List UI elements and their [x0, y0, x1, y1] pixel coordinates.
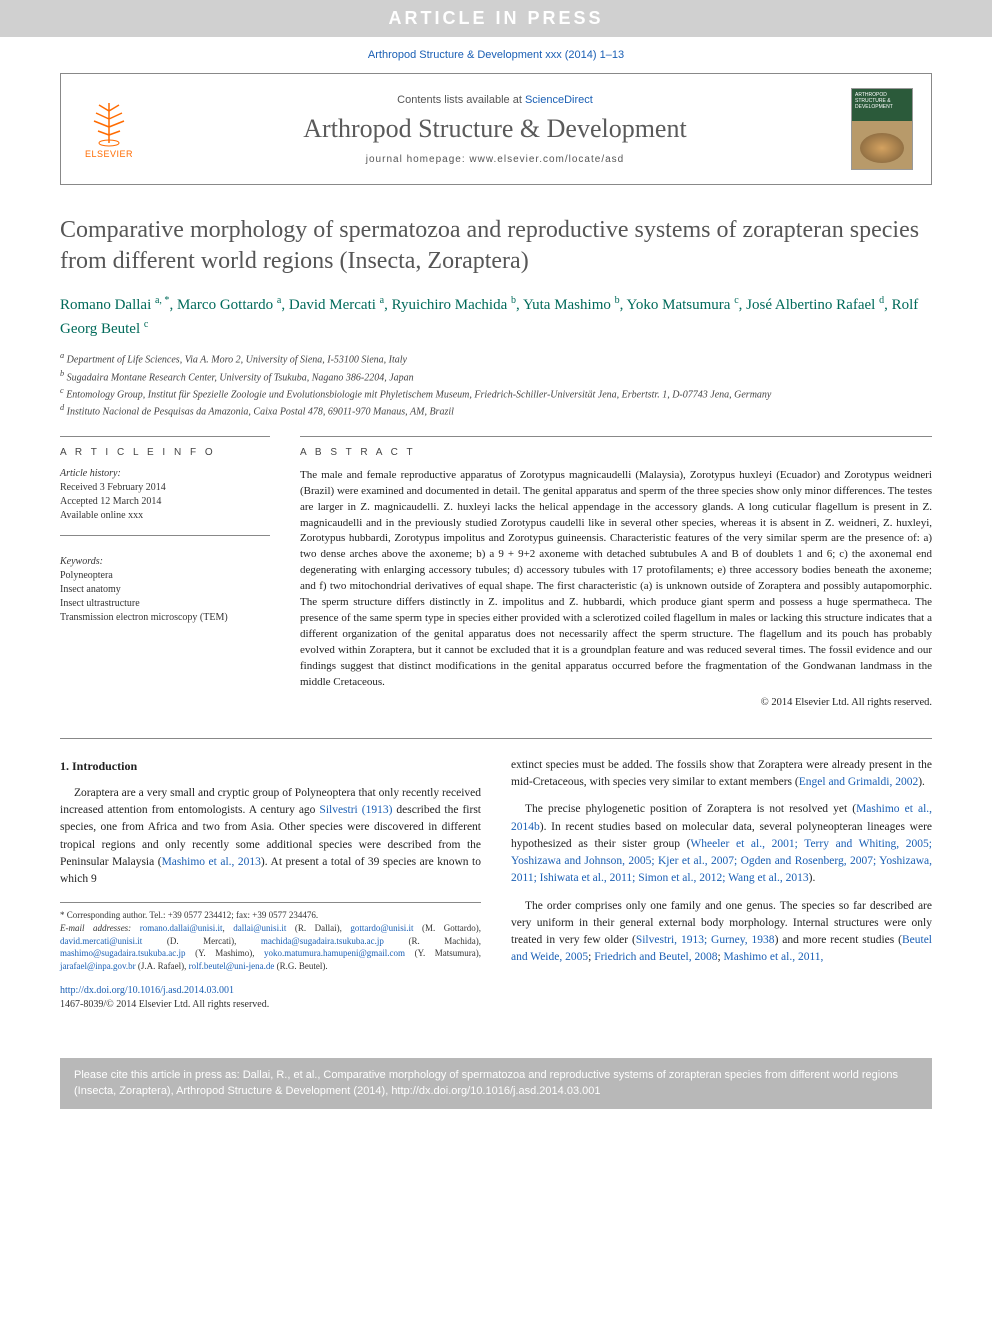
article-info-heading: A R T I C L E I N F O [60, 447, 270, 458]
keywords-label: Keywords: [60, 556, 270, 567]
reference-link[interactable]: Silvestri, 1913; Gurney, 1938 [636, 934, 775, 946]
doi-block: http://dx.doi.org/10.1016/j.asd.2014.03.… [60, 984, 481, 1012]
elsevier-tree-icon [84, 99, 134, 147]
received-date: Received 3 February 2014 [60, 481, 270, 495]
keyword: Insect ultrastructure [60, 597, 270, 611]
intro-paragraph-2: The precise phylogenetic position of Zor… [511, 801, 932, 887]
elsevier-label: ELSEVIER [85, 149, 133, 159]
intro-paragraph-1: Zoraptera are a very small and cryptic g… [60, 785, 481, 889]
citation-top: Arthropod Structure & Development xxx (2… [0, 37, 992, 73]
journal-header-box: ELSEVIER Contents lists available at Sci… [60, 73, 932, 185]
reference-link[interactable]: Mashimo et al., 2011, [724, 951, 824, 963]
cover-title: ARTHROPOD STRUCTURE & DEVELOPMENT [855, 92, 893, 110]
affiliations: a Department of Life Sciences, Via A. Mo… [60, 350, 932, 419]
homepage-line: journal homepage: www.elsevier.com/locat… [157, 154, 833, 165]
abstract-copyright: © 2014 Elsevier Ltd. All rights reserved… [300, 697, 932, 708]
keyword: Insect anatomy [60, 583, 270, 597]
affiliation-a: a Department of Life Sciences, Via A. Mo… [60, 350, 932, 367]
contents-prefix: Contents lists available at [397, 94, 525, 106]
reference-link[interactable]: Engel and Grimaldi, 2002 [799, 776, 918, 788]
body-column-left: 1. Introduction Zoraptera are a very sma… [60, 757, 481, 1012]
doi-url[interactable]: http://dx.doi.org/10.1016/j.asd.2014.03.… [60, 984, 481, 998]
available-date: Available online xxx [60, 509, 270, 523]
affiliation-c: c Entomology Group, Institut für Speziel… [60, 385, 932, 402]
body-columns: 1. Introduction Zoraptera are a very sma… [60, 738, 932, 1012]
sciencedirect-link[interactable]: ScienceDirect [525, 94, 593, 106]
article-in-press-banner: ARTICLE IN PRESS [0, 0, 992, 37]
info-abstract-row: A R T I C L E I N F O Article history: R… [60, 436, 932, 708]
cover-image-icon [860, 133, 904, 163]
affiliation-b: b Sugadaira Montane Research Center, Uni… [60, 368, 932, 385]
journal-cover-thumbnail: ARTHROPOD STRUCTURE & DEVELOPMENT [851, 88, 913, 170]
intro-paragraph-3: The order comprises only one family and … [511, 898, 932, 967]
article-history-block: Article history: Received 3 February 201… [60, 468, 270, 536]
abstract-text: The male and female reproductive apparat… [300, 468, 932, 691]
abstract-heading: A B S T R A C T [300, 447, 932, 458]
history-label: Article history: [60, 468, 270, 479]
accepted-date: Accepted 12 March 2014 [60, 495, 270, 509]
intro-paragraph-1-cont: extinct species must be added. The fossi… [511, 757, 932, 792]
reference-link[interactable]: Friedrich and Beutel, 2008 [594, 951, 717, 963]
keyword: Transmission electron microscopy (TEM) [60, 611, 270, 625]
abstract-column: A B S T R A C T The male and female repr… [300, 436, 932, 708]
keyword: Polyneoptera [60, 569, 270, 583]
issn-line: 1467-8039/© 2014 Elsevier Ltd. All right… [60, 998, 481, 1012]
reference-link[interactable]: Silvestri (1913) [319, 804, 392, 816]
email-addresses: E-mail addresses: romano.dallai@unisi.it… [60, 922, 481, 972]
header-center: Contents lists available at ScienceDirec… [157, 94, 833, 165]
corresponding-author: * Corresponding author. Tel.: +39 0577 2… [60, 909, 481, 922]
reference-link[interactable]: Mashimo et al., 2013 [162, 856, 261, 868]
journal-name: Arthropod Structure & Development [157, 114, 833, 144]
contents-line: Contents lists available at ScienceDirec… [157, 94, 833, 106]
elsevier-logo: ELSEVIER [79, 94, 139, 164]
authors-list: Romano Dallai a, *, Marco Gottardo a, Da… [60, 293, 932, 340]
section-heading-intro: 1. Introduction [60, 757, 481, 775]
main-content: Comparative morphology of spermatozoa an… [0, 205, 992, 1032]
homepage-url[interactable]: www.elsevier.com/locate/asd [469, 154, 624, 165]
affiliation-d: d Instituto Nacional de Pesquisas da Ama… [60, 402, 932, 419]
article-title: Comparative morphology of spermatozoa an… [60, 215, 932, 277]
body-column-right: extinct species must be added. The fossi… [511, 757, 932, 1012]
article-info-column: A R T I C L E I N F O Article history: R… [60, 436, 270, 708]
homepage-prefix: journal homepage: [366, 154, 470, 165]
cite-in-press-box: Please cite this article in press as: Da… [60, 1058, 932, 1109]
keywords-block: Keywords: Polyneoptera Insect anatomy In… [60, 556, 270, 637]
footnotes: * Corresponding author. Tel.: +39 0577 2… [60, 902, 481, 972]
